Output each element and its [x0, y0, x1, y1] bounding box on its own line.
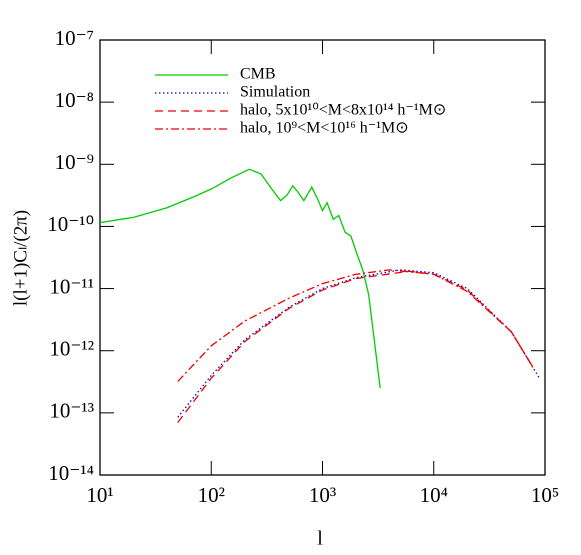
y-tick-label: 10⁻¹² [49, 337, 94, 361]
x-tick-label: 10⁵ [531, 483, 559, 507]
y-axis-label: l(l+1)Cₗ/(2π) [10, 210, 31, 306]
series-line [177, 269, 541, 418]
legend-label: Simulation [240, 84, 310, 101]
x-tick-label: 10³ [309, 483, 336, 507]
series-line [177, 269, 535, 382]
x-tick-label: 10² [198, 483, 225, 507]
x-tick-label: 10⁴ [420, 483, 448, 507]
y-tick-label: 10⁻¹⁰ [47, 212, 94, 236]
series-line [99, 168, 381, 389]
legend-label: halo, 5x10¹⁰<M<8x10¹⁴ h⁻¹M⊙ [240, 102, 446, 119]
y-tick-label: 10⁻¹¹ [49, 274, 94, 298]
y-tick-label: 10⁻⁸ [55, 88, 94, 112]
series-line [177, 270, 535, 423]
legend-label: halo, 10⁹<M<10¹⁶ h⁻¹M⊙ [240, 120, 409, 137]
y-tick-label: 10⁻¹³ [49, 399, 94, 423]
y-tick-label: 10⁻¹⁴ [48, 461, 94, 485]
y-tick-label: 10⁻⁷ [55, 26, 94, 50]
y-tick-label: 10⁻⁹ [55, 150, 94, 174]
x-tick-label: 10¹ [86, 483, 113, 507]
x-axis-label: l [317, 528, 323, 550]
legend-label: CMB [240, 66, 276, 83]
